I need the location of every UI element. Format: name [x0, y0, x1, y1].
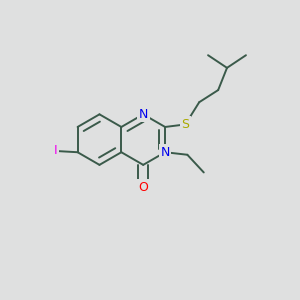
- Text: N: N: [139, 108, 148, 121]
- Text: O: O: [138, 181, 148, 194]
- Text: I: I: [53, 145, 57, 158]
- Text: N: N: [160, 146, 170, 159]
- Text: S: S: [181, 118, 189, 131]
